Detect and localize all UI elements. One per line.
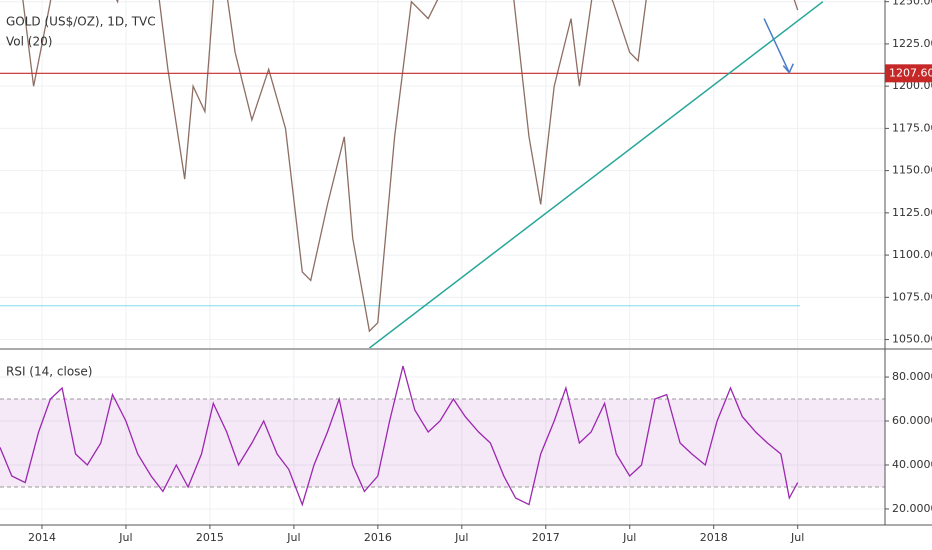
x-tick-label: Jul	[118, 531, 132, 544]
arrow-head	[782, 63, 794, 75]
x-tick-label: Jul	[622, 531, 636, 544]
series-line	[22, 0, 799, 333]
rsi-pane	[0, 350, 885, 525]
x-tick-label: Jul	[790, 531, 804, 544]
price-pane	[0, 0, 885, 348]
y-tick-label: 1200.00	[892, 79, 932, 92]
arrow	[763, 18, 790, 73]
chart-subtitle: Vol (20)	[6, 35, 52, 49]
y-tick-label: 1250.00	[892, 0, 932, 8]
y-tick-label: 1150.00	[892, 164, 932, 177]
y-tick-label: 1175.00	[892, 121, 932, 134]
x-tick-label: 2017	[532, 531, 560, 544]
y-tick-label: 20.0000	[892, 502, 932, 515]
x-tick-label: Jul	[286, 531, 300, 544]
y-tick-label: 1225.00	[892, 37, 932, 50]
y-tick-label: 40.0000	[892, 458, 932, 471]
axes: 1050.00 1075.00 1100.00 1125.00 1150.00 1175.…	[28, 0, 932, 544]
rsi-title: RSI (14, close)	[6, 365, 92, 379]
y-tick-label: 1125.00	[892, 206, 932, 219]
rsi-band	[0, 399, 885, 487]
y-tick-label: 60.0000	[892, 414, 932, 427]
x-tick-label: 2018	[700, 531, 728, 544]
y-tick-label: 80.0000	[892, 370, 932, 383]
x-tick-label: 2015	[196, 531, 224, 544]
chart-title: GOLD (US$/OZ), 1D, TVC	[6, 15, 156, 29]
x-tick-label: 2016	[364, 531, 392, 544]
level-label: 1207.60	[889, 66, 932, 79]
y-tick-label: 1100.00	[892, 248, 932, 261]
y-tick-label: 1050.00	[892, 333, 932, 346]
level-label-box	[885, 64, 932, 83]
trendline	[368, 1, 824, 348]
series-line	[0, 365, 799, 507]
x-tick-label: 2014	[28, 531, 56, 544]
y-tick-label: 1075.00	[892, 290, 932, 303]
x-tick-label: Jul	[454, 531, 468, 544]
